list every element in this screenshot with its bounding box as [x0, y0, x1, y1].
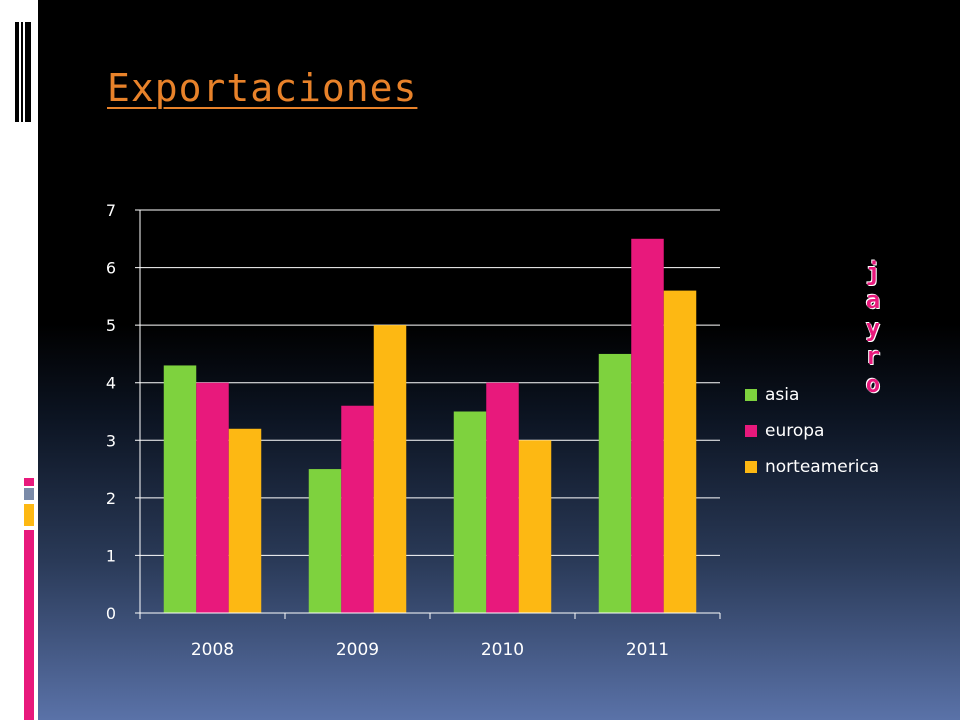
- side-letter: o: [865, 370, 881, 398]
- bar-norteamerica-2008: [228, 428, 262, 613]
- legend-swatch: [745, 389, 757, 401]
- y-tick-label: 2: [106, 489, 116, 508]
- x-tick-label: 2009: [336, 640, 379, 660]
- y-tick-label: 5: [106, 316, 116, 335]
- side-letter: a: [865, 286, 881, 314]
- x-tick-label: 2010: [481, 640, 524, 660]
- bar-europa-2010: [486, 382, 519, 613]
- bar-asia-2010: [453, 411, 487, 613]
- bar-norteamerica-2009: [373, 325, 407, 613]
- x-tick-label: 2008: [191, 640, 234, 660]
- bar-asia-2008: [163, 365, 197, 613]
- decorative-lines: [13, 22, 33, 122]
- y-tick-label: 3: [106, 431, 116, 450]
- side-letter: y: [865, 314, 881, 342]
- legend-label: norteamerica: [765, 457, 880, 477]
- side-letter: j: [865, 258, 881, 286]
- y-tick-label: 1: [106, 546, 116, 565]
- bar-norteamerica-2010: [518, 440, 552, 613]
- legend-swatch: [745, 425, 757, 437]
- bar-europa-2008: [196, 382, 229, 613]
- legend-label: asia: [765, 385, 800, 405]
- legend-swatch: [745, 461, 757, 473]
- y-tick-label: 4: [106, 374, 116, 393]
- chart-legend: asia europa norteamerica: [745, 377, 879, 485]
- legend-item-asia: asia: [745, 377, 879, 413]
- x-tick-label: 2011: [626, 640, 669, 660]
- slide-title: Exportaciones: [107, 66, 418, 110]
- y-tick-label: 0: [106, 604, 116, 623]
- legend-item-europa: europa: [745, 413, 879, 449]
- bar-asia-2011: [598, 353, 632, 613]
- side-letter: r: [865, 342, 881, 370]
- bar-asia-2009: [308, 469, 342, 613]
- legend-label: europa: [765, 421, 825, 441]
- bar-europa-2009: [341, 405, 374, 613]
- legend-item-norteamerica: norteamerica: [745, 449, 879, 485]
- y-tick-label: 7: [106, 201, 116, 220]
- y-tick-label: 6: [106, 259, 116, 278]
- bar-europa-2011: [631, 238, 664, 614]
- bar-norteamerica-2011: [663, 290, 697, 613]
